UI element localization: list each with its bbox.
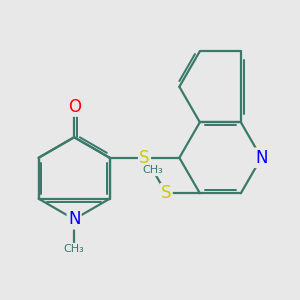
Text: S: S <box>161 184 172 202</box>
Text: N: N <box>255 149 268 167</box>
Text: N: N <box>68 210 80 228</box>
Text: CH₃: CH₃ <box>142 165 163 175</box>
Text: O: O <box>68 98 81 116</box>
Text: S: S <box>139 149 150 167</box>
Text: CH₃: CH₃ <box>64 244 85 254</box>
